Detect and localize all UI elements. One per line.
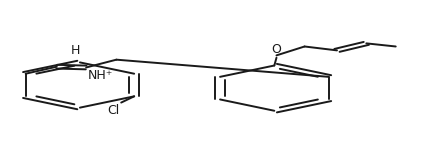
Text: Cl: Cl (107, 104, 119, 117)
Text: H: H (71, 44, 80, 57)
Text: NH⁺: NH⁺ (87, 69, 113, 82)
Text: O: O (272, 44, 281, 56)
